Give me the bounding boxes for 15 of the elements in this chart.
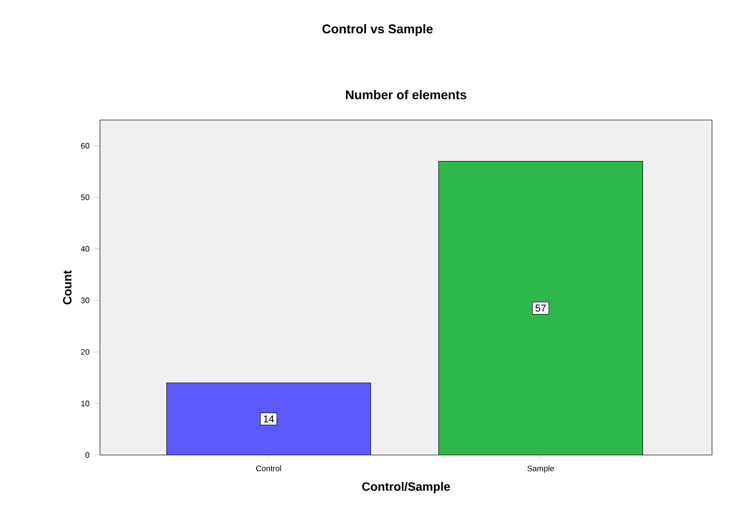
y-tick-label: 60 xyxy=(81,142,90,149)
y-tick-label: 50 xyxy=(81,194,90,200)
data-label: 14 xyxy=(264,415,274,422)
x-tick-label: Control xyxy=(256,465,281,472)
y-tick-label: 20 xyxy=(81,349,90,355)
y-tick-label: 10 xyxy=(81,400,90,406)
chart-subtitle: Number of elements xyxy=(346,90,466,100)
y-tick-label: 40 xyxy=(80,246,90,252)
y-tick-label: 30 xyxy=(81,298,90,304)
y-tick-label: 0 xyxy=(85,452,90,458)
x-axis-title: Control/Sample xyxy=(362,482,450,494)
data-label: 57 xyxy=(535,304,546,312)
x-tick-label: Sample xyxy=(527,465,554,473)
y-axis-title: Count xyxy=(63,270,72,304)
chart-title: Control vs Sample xyxy=(322,24,433,36)
